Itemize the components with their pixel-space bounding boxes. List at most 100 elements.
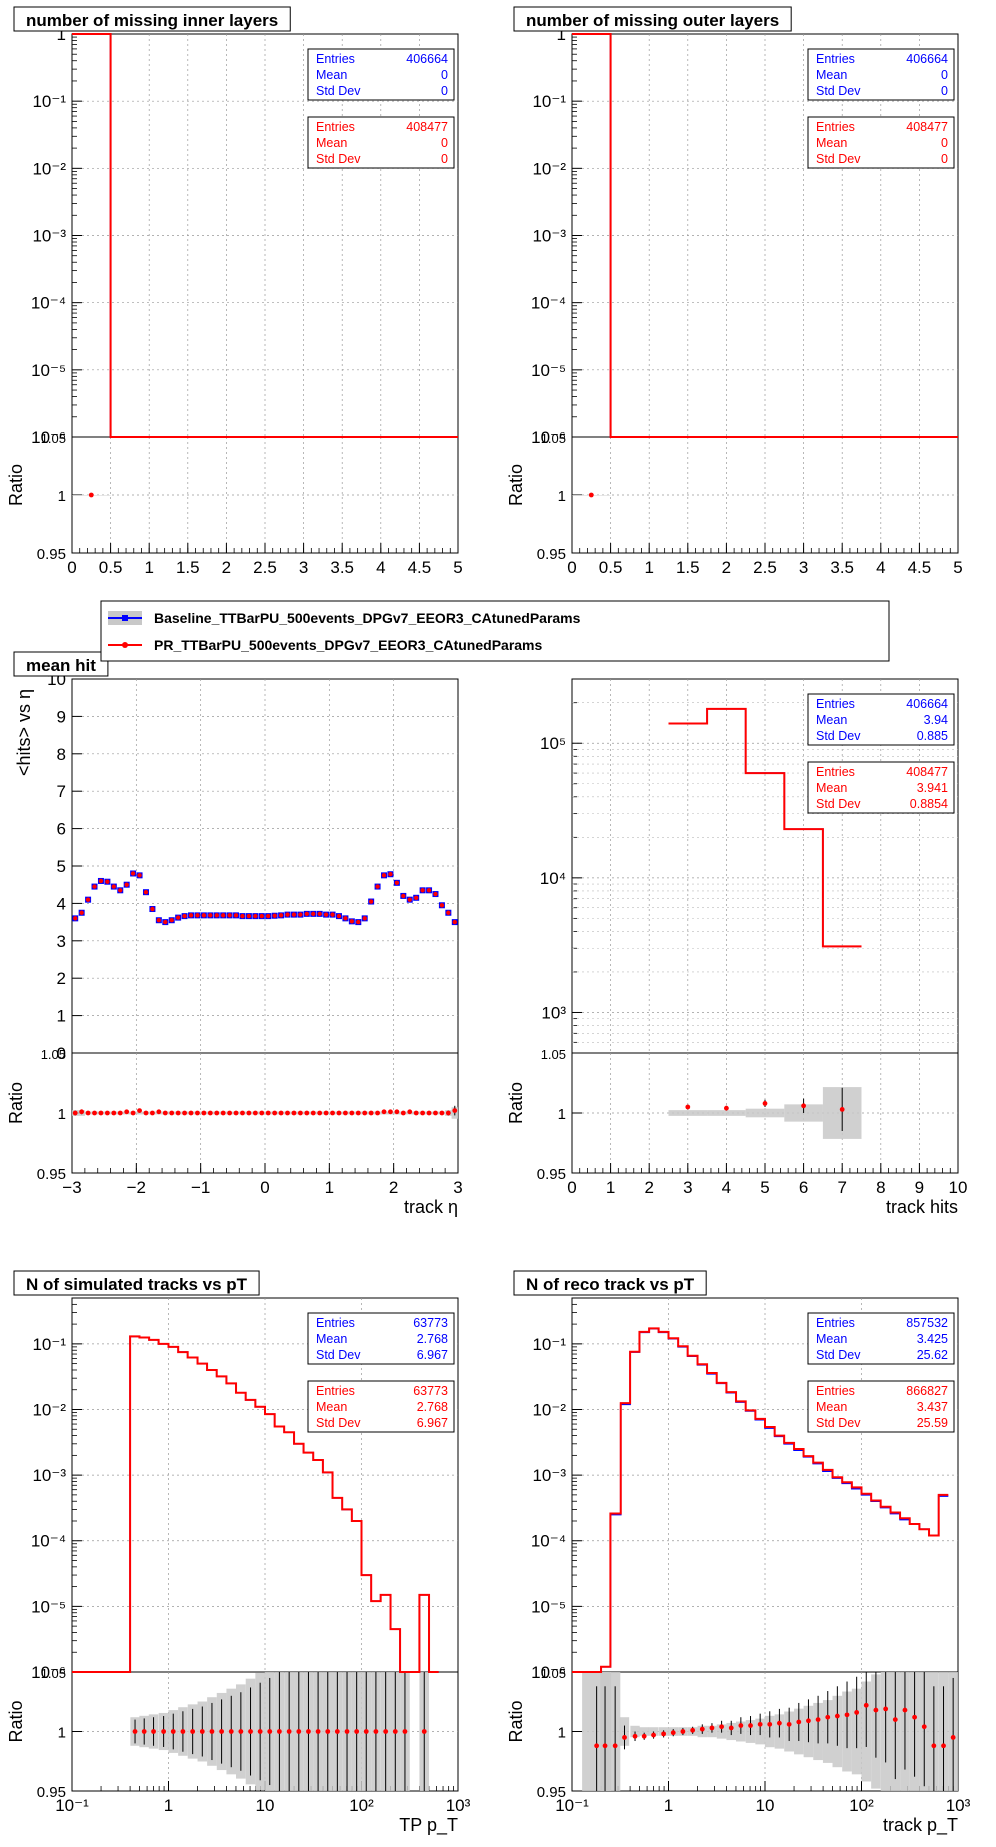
ratio-point: [286, 1729, 292, 1734]
x-tick-label: 3: [683, 1178, 692, 1197]
ratio-point: [381, 1109, 387, 1115]
ratio-plot-frame: [71, 436, 459, 554]
marker-pr: [368, 899, 374, 904]
x-tick-label: 10³: [946, 1796, 971, 1815]
ratio-point: [690, 1727, 696, 1733]
marker-pr: [304, 911, 310, 917]
y-tick-label: 10⁻³: [532, 227, 566, 246]
stats-label: Entries: [816, 120, 855, 134]
marker-pr: [452, 919, 457, 925]
marker-pr: [407, 897, 412, 902]
ratio-axis-label: Ratio: [6, 1082, 26, 1124]
x-tick-label: 0: [567, 1178, 576, 1197]
marker-pr: [266, 913, 271, 919]
marker-pr: [85, 897, 91, 902]
ratio-point: [317, 1110, 323, 1116]
stats-value-std-dev: 25.62: [917, 1348, 948, 1362]
y-tick-label: 10⁻⁵: [31, 1597, 66, 1616]
ratio-point: [349, 1110, 355, 1116]
ratio-point: [278, 1110, 284, 1116]
chart-title-box: [513, 6, 792, 32]
chart-title: number of missing outer layers: [526, 11, 779, 30]
marker-pr: [433, 891, 438, 897]
x-tick-label: 1.5: [176, 558, 200, 577]
ratio-axis-label: Ratio: [506, 1082, 526, 1124]
y-tick-label: 1: [57, 1007, 66, 1026]
marker-pr: [98, 878, 104, 884]
x-tick-label: −3: [62, 1178, 81, 1197]
marker-pr: [156, 918, 162, 923]
stats-label: Mean: [816, 68, 847, 82]
ratio-axis-label: Ratio: [506, 464, 526, 506]
marker-pr: [298, 912, 303, 917]
ratio-point: [863, 1702, 869, 1708]
marker-pr: [220, 913, 226, 918]
ratio-point: [801, 1103, 806, 1109]
ratio-point: [921, 1724, 927, 1730]
stats-label: Std Dev: [816, 84, 861, 98]
ratio-point: [402, 1729, 408, 1734]
y-tick-label: 10⁻⁴: [31, 1532, 66, 1551]
ratio-point: [330, 1110, 335, 1116]
ratio-point: [699, 1726, 705, 1732]
y-tick-label: 1: [557, 25, 566, 44]
ratio-tick-label: 1.05: [541, 431, 566, 446]
marker-pr: [124, 882, 129, 887]
stats-label: Mean: [316, 136, 347, 150]
ratio-point: [296, 1729, 302, 1734]
stats-value-entries: 408477: [906, 120, 948, 134]
y-tick-label: 2: [57, 969, 66, 988]
y-tick-label: 3: [57, 932, 66, 951]
ratio-point: [594, 1743, 600, 1749]
y-grid: [572, 33, 958, 554]
marker-pr: [130, 871, 136, 876]
ratio-point: [79, 1109, 85, 1115]
marker-pr: [137, 873, 142, 878]
ratio-point: [310, 1110, 316, 1116]
marker-pr: [375, 884, 380, 889]
ratio-point: [227, 1110, 233, 1116]
marker-pr: [201, 913, 207, 918]
stats-box-frame: [807, 1312, 955, 1365]
ratio-point: [362, 1110, 368, 1116]
marker-pr: [388, 872, 393, 877]
stats-label: Std Dev: [316, 1348, 361, 1362]
stats-value-mean: 2.768: [417, 1332, 448, 1346]
ratio-points: [72, 492, 111, 498]
ratio-axis-label: Ratio: [6, 1700, 26, 1742]
stats-box-pr: Entries 408477 Mean 0 Std Dev 0: [807, 116, 955, 169]
ratio-point: [209, 1729, 215, 1734]
ratio-point: [267, 1729, 273, 1734]
ratio-point: [407, 1109, 413, 1115]
ratio-point: [368, 1110, 374, 1116]
stats-label: Mean: [316, 68, 347, 82]
y-tick-label: 10⁻³: [32, 227, 66, 246]
ratio-point: [452, 1108, 458, 1113]
ratio-tick-label: 1: [58, 1106, 66, 1123]
ratio-points: [130, 1672, 430, 1791]
stats-label: Entries: [816, 765, 855, 779]
stats-label: Std Dev: [316, 152, 361, 166]
x-tick-label: 1: [144, 558, 153, 577]
ratio-point: [912, 1714, 917, 1720]
ratio-point: [170, 1729, 176, 1734]
marker-pr: [240, 913, 245, 919]
stats-label: Mean: [816, 136, 847, 150]
stats-label: Std Dev: [816, 152, 861, 166]
ratio-point: [233, 1110, 239, 1116]
ratio-point: [238, 1729, 244, 1734]
marker-pr: [227, 913, 232, 918]
stats-label: Std Dev: [816, 729, 861, 743]
ratio-tick-label: 1.05: [41, 1047, 66, 1062]
marker-pr: [143, 889, 149, 895]
ratio-point: [632, 1733, 638, 1739]
marker-pr: [169, 918, 174, 923]
marker-pr: [336, 913, 342, 919]
stats-box-pr: Entries 408477 Mean 0 Std Dev 0: [307, 116, 455, 169]
ratio-point: [776, 1720, 782, 1726]
x-tick-label: 1.5: [676, 558, 700, 577]
y-tick-label: 10⁻⁵: [31, 361, 66, 380]
ratio-point: [651, 1732, 656, 1738]
ratio-point: [355, 1110, 361, 1116]
x-grid: [71, 1298, 459, 1791]
